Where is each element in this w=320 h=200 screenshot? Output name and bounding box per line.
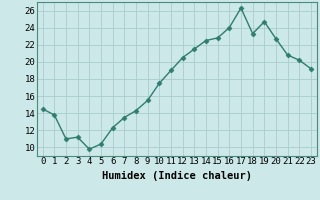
X-axis label: Humidex (Indice chaleur): Humidex (Indice chaleur) xyxy=(102,171,252,181)
